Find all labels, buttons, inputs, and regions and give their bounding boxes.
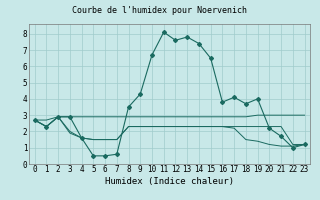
X-axis label: Humidex (Indice chaleur): Humidex (Indice chaleur) — [105, 177, 234, 186]
Text: Courbe de l'humidex pour Noervenich: Courbe de l'humidex pour Noervenich — [73, 6, 247, 15]
